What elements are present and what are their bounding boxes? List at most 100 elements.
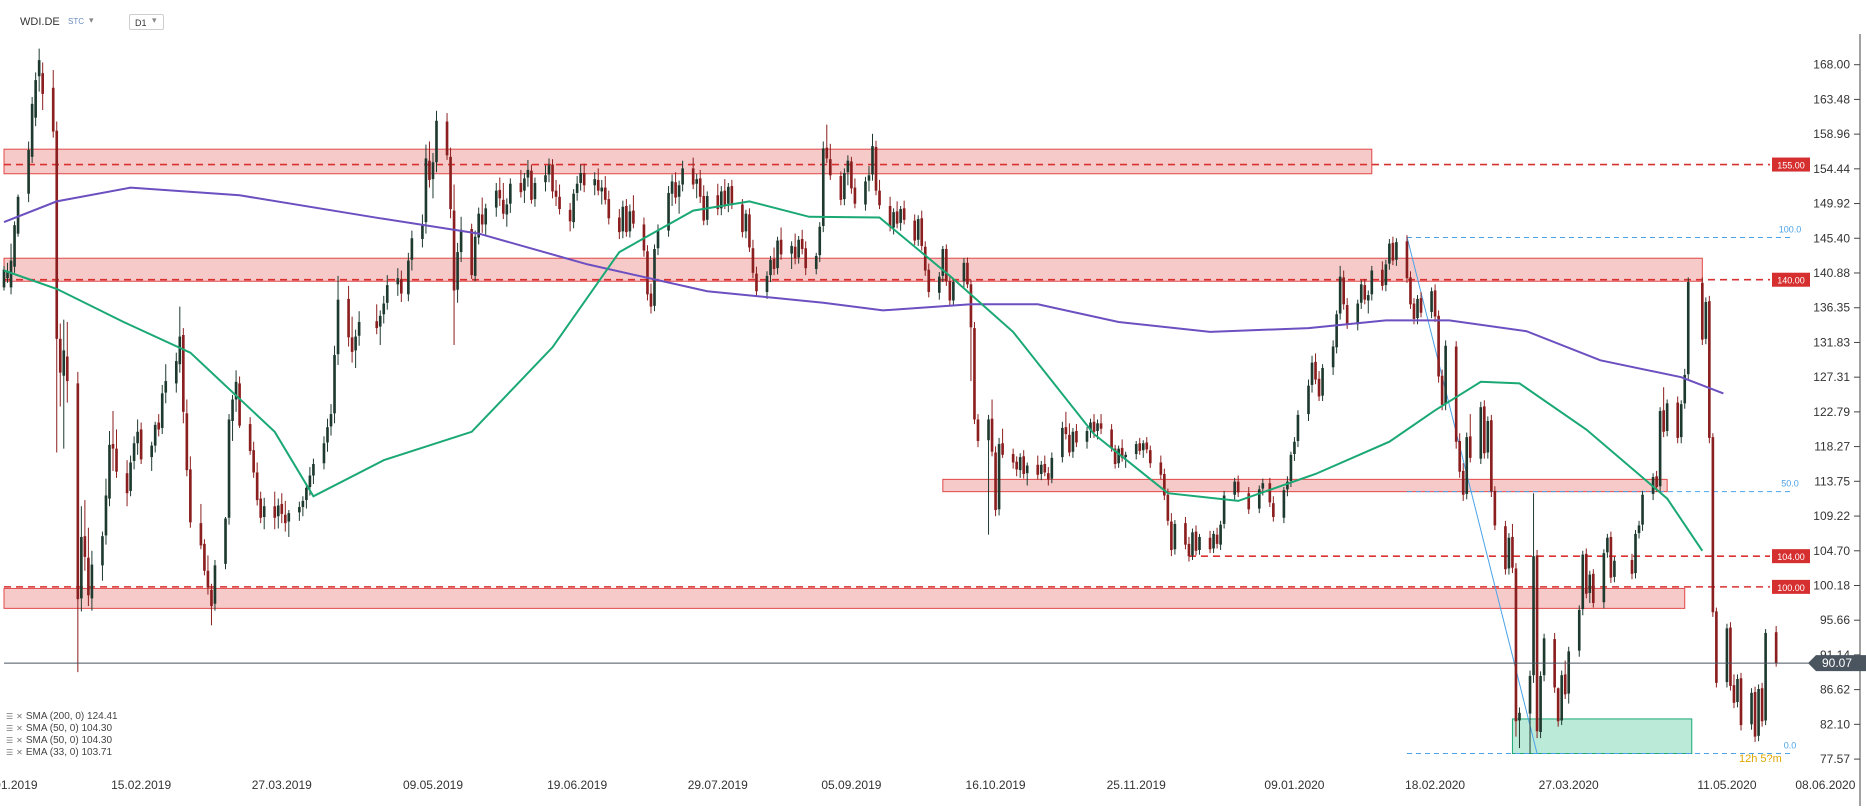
bar-countdown: 12h 5?m — [1739, 753, 1782, 765]
legend-item[interactable]: ☰ ✕ EMA (33, 0) 103.71 — [6, 747, 118, 759]
candle-body — [1257, 489, 1261, 509]
candle-body — [1124, 454, 1127, 458]
candle-body — [723, 190, 727, 205]
candle-body — [87, 557, 90, 596]
candle-body — [1665, 403, 1669, 431]
candle-body — [407, 260, 410, 295]
legend-item[interactable]: ☰ ✕ SMA (50, 0) 104.30 — [6, 735, 118, 747]
candle-body — [410, 238, 414, 260]
candle-body — [874, 146, 878, 191]
candle-body — [892, 212, 895, 228]
candle-body — [776, 240, 779, 269]
candle-body — [628, 211, 632, 232]
indicator-settings-icon[interactable]: ☰ — [6, 736, 14, 745]
candle-body — [1001, 443, 1004, 455]
candle-body — [178, 336, 182, 365]
candle-body — [27, 149, 30, 194]
candle-body — [1268, 483, 1272, 503]
candle-body — [1064, 427, 1068, 435]
candle-body — [1363, 285, 1367, 300]
candle-body — [1482, 406, 1486, 454]
candle-body — [878, 190, 881, 206]
candle-body — [1321, 368, 1324, 396]
legend-label: SMA (50, 0) 104.30 — [25, 723, 113, 734]
candle-body — [150, 445, 153, 458]
candle-body — [969, 284, 973, 328]
candle-body — [523, 178, 526, 191]
candle-body — [814, 255, 818, 269]
close-icon[interactable]: ✕ — [16, 736, 23, 745]
resistance-zone — [3, 257, 1703, 282]
candle-body — [477, 213, 481, 238]
candle-body — [1458, 440, 1462, 472]
candle-body — [312, 464, 315, 476]
candle-body — [1335, 314, 1338, 348]
candle-body — [741, 204, 744, 233]
symbol-label[interactable]: WDI.DE — [20, 16, 60, 28]
candle-body — [1366, 295, 1370, 301]
candle-body — [1018, 457, 1022, 471]
candle-body — [1440, 375, 1444, 405]
candle-body — [1163, 473, 1166, 496]
candle-body — [530, 170, 533, 200]
close-icon[interactable]: ✕ — [16, 748, 23, 757]
y-tick-label: 122.79 — [1813, 405, 1850, 419]
version-tag[interactable]: STC — [68, 17, 84, 26]
candle-body — [716, 195, 720, 210]
chevron-down-icon[interactable]: ▾ — [89, 15, 94, 25]
candle-body — [1113, 448, 1117, 465]
fib-level-label: 100.0 — [1779, 224, 1802, 234]
candle-body — [1507, 537, 1511, 569]
candle-body — [902, 208, 906, 220]
indicator-settings-icon[interactable]: ☰ — [6, 712, 14, 721]
timeframe-select[interactable]: D1 — [129, 14, 164, 30]
sma200-line — [3, 186, 1724, 395]
candle-body — [751, 248, 755, 273]
candle-body — [1286, 481, 1289, 490]
close-icon[interactable]: ✕ — [16, 724, 23, 733]
legend-item[interactable]: ☰ ✕ SMA (50, 0) 104.30 — [6, 723, 118, 735]
candle-body — [1085, 430, 1089, 442]
candle-body — [864, 181, 867, 205]
candle-body — [821, 148, 825, 226]
y-tick-label: 158.96 — [1813, 127, 1850, 141]
candle-body — [987, 419, 990, 441]
y-tick-label: 136.35 — [1813, 301, 1850, 315]
candle-body — [526, 169, 530, 178]
candle-body — [400, 279, 403, 294]
price-level-label: 100.00 — [1777, 583, 1805, 593]
indicator-settings-icon[interactable]: ☰ — [6, 748, 14, 757]
candle-body — [653, 249, 656, 306]
candle-body — [322, 443, 326, 464]
candle-body — [1134, 444, 1138, 455]
candle-body — [948, 281, 952, 301]
candle-body — [1732, 685, 1736, 703]
candle-body — [544, 175, 547, 183]
close-icon[interactable]: ✕ — [16, 712, 23, 721]
candle-body — [16, 196, 20, 234]
candle-body — [755, 273, 758, 292]
demand-zone — [1511, 718, 1693, 754]
candle-body — [90, 564, 94, 599]
price-level-label: 140.00 — [1777, 276, 1805, 286]
candle-body — [621, 206, 625, 232]
candle-body — [1560, 675, 1563, 721]
candle-body — [1504, 526, 1507, 570]
candle-body — [572, 193, 575, 223]
chevron-down-icon[interactable]: ▾ — [152, 15, 157, 25]
candle-body — [1212, 533, 1215, 549]
candle-body — [164, 381, 168, 393]
legend-item[interactable]: ☰ ✕ SMA (200, 0) 124.41 — [6, 711, 118, 723]
candle-body — [769, 259, 772, 276]
candle-body — [1613, 560, 1616, 577]
candle-body — [920, 218, 924, 246]
candle-body — [593, 179, 597, 186]
candle-body — [1444, 345, 1447, 405]
candle-body — [1043, 464, 1047, 473]
indicator-settings-icon[interactable]: ☰ — [6, 724, 14, 733]
candle-body — [473, 236, 477, 276]
last-price-label: 90.07 — [1822, 656, 1852, 670]
candle-body — [625, 206, 628, 233]
candle-body — [350, 337, 354, 352]
